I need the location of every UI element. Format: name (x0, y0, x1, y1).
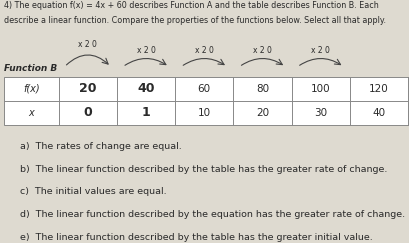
Text: 10: 10 (197, 108, 210, 118)
Text: f(x): f(x) (23, 84, 40, 94)
Text: e)  The linear function described by the table has the greater initial value.: e) The linear function described by the … (20, 233, 372, 242)
Text: 40: 40 (371, 108, 384, 118)
Text: 1: 1 (141, 106, 150, 120)
Text: 30: 30 (313, 108, 326, 118)
Text: x 2 0: x 2 0 (78, 40, 97, 49)
Text: describe a linear function. Compare the properties of the functions below. Selec: describe a linear function. Compare the … (4, 16, 385, 25)
Text: 40: 40 (137, 82, 154, 95)
Text: 20: 20 (79, 82, 96, 95)
Text: 0: 0 (83, 106, 92, 120)
Text: b)  The linear function described by the table has the greater rate of change.: b) The linear function described by the … (20, 165, 387, 174)
Text: x 2 0: x 2 0 (194, 46, 213, 55)
Text: Function B: Function B (4, 64, 57, 73)
Text: 60: 60 (197, 84, 210, 94)
Text: x 2 0: x 2 0 (310, 46, 329, 55)
Text: x: x (28, 108, 34, 118)
Text: 100: 100 (310, 84, 330, 94)
Text: x 2 0: x 2 0 (136, 46, 155, 55)
Text: 4) The equation f(x) = 4x + 60 describes Function A and the table describes Func: 4) The equation f(x) = 4x + 60 describes… (4, 1, 378, 10)
Text: a)  The rates of change are equal.: a) The rates of change are equal. (20, 142, 182, 151)
Text: 120: 120 (368, 84, 388, 94)
Text: 80: 80 (255, 84, 268, 94)
Text: 20: 20 (255, 108, 268, 118)
Text: d)  The linear function described by the equation has the greater rate of change: d) The linear function described by the … (20, 210, 405, 219)
Text: x 2 0: x 2 0 (252, 46, 271, 55)
Text: c)  The initial values are equal.: c) The initial values are equal. (20, 187, 167, 196)
